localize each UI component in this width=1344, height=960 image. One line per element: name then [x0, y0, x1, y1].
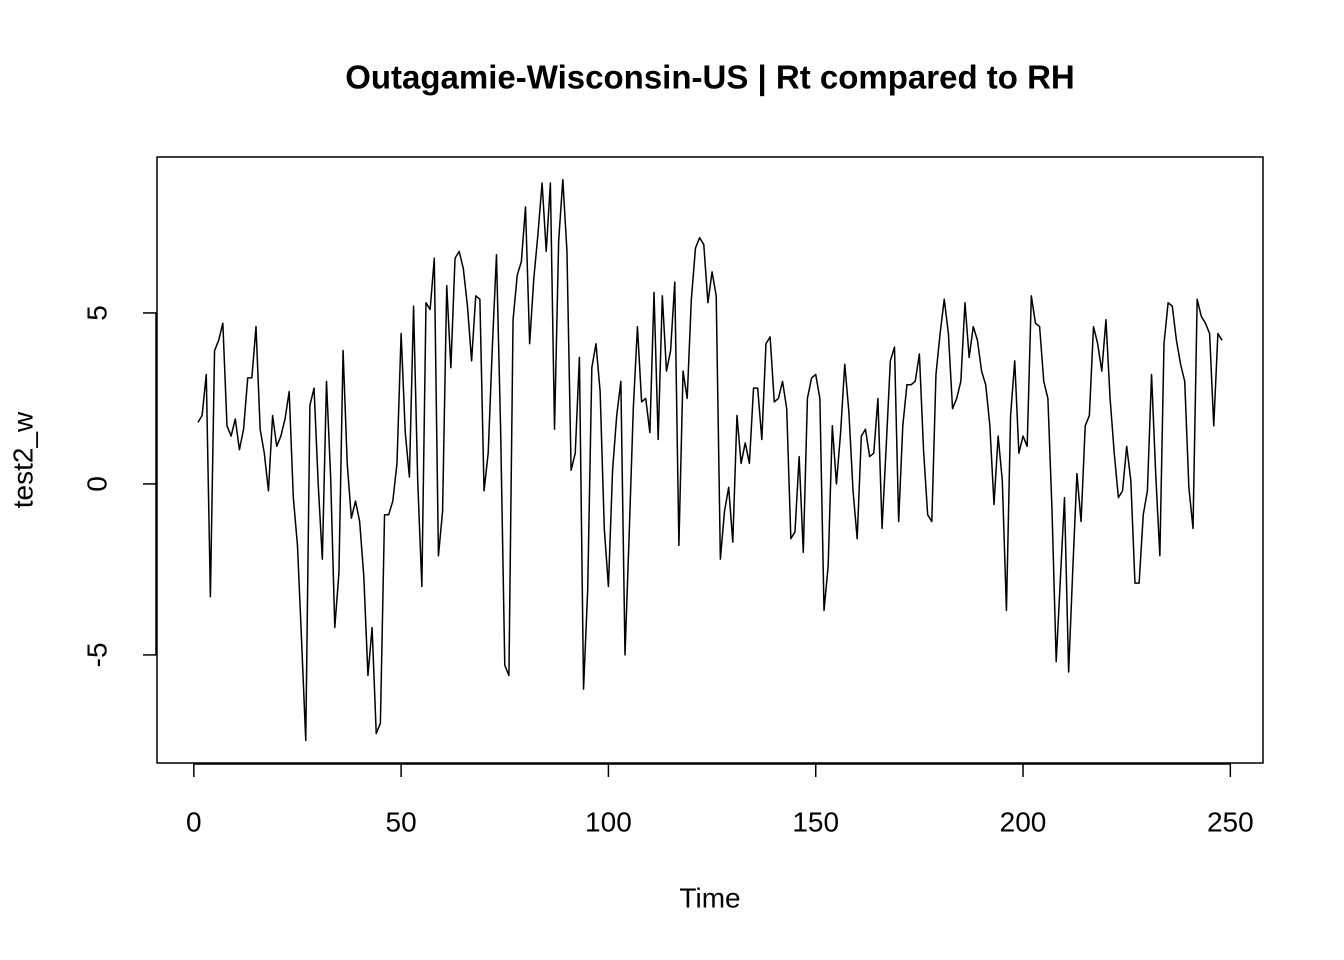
x-axis-label: Time — [679, 882, 740, 913]
x-tick-label: 50 — [386, 806, 417, 837]
x-tick-label: 250 — [1207, 806, 1254, 837]
data-line — [197, 178, 1223, 742]
chart-title: Outagamie-Wisconsin-US | Rt compared to … — [345, 59, 1075, 96]
plot-frame — [156, 156, 1264, 764]
x-tick-label: 0 — [186, 806, 202, 837]
y-tick-label: -5 — [81, 642, 112, 667]
y-tick-label: 0 — [81, 476, 112, 492]
y-tick-label: 5 — [81, 305, 112, 321]
y-axis-label: test2_w — [7, 411, 38, 508]
x-tick-label: 100 — [585, 806, 632, 837]
x-tick-label: 200 — [1000, 806, 1047, 837]
x-tick-label: 150 — [792, 806, 839, 837]
